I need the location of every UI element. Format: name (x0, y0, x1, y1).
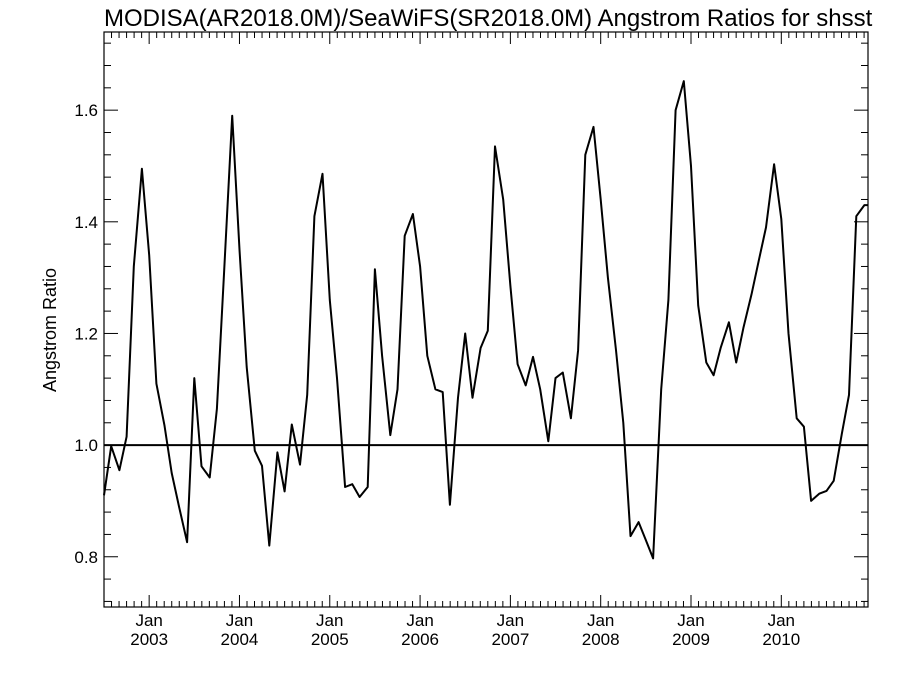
y-tick-label: 1.2 (74, 324, 98, 343)
y-axis-label: Angstrom Ratio (40, 268, 60, 392)
x-tick-label-month: Jan (226, 611, 253, 630)
plot-frame (103, 31, 869, 608)
x-tick-label-month: Jan (497, 611, 524, 630)
x-tick-label-year: 2010 (762, 630, 800, 649)
x-tick-label-month: Jan (316, 611, 343, 630)
x-tick-label-year: 2003 (130, 630, 168, 649)
y-tick-label: 1.6 (74, 101, 98, 120)
series-line (103, 80, 868, 560)
x-tick-label-year: 2008 (582, 630, 620, 649)
x-tick-label-year: 2009 (672, 630, 710, 649)
x-tick-label-year: 2005 (311, 630, 349, 649)
x-tick-label-year: 2004 (221, 630, 259, 649)
x-tick-label-month: Jan (135, 611, 162, 630)
x-tick-label-month: Jan (587, 611, 614, 630)
chart-title: MODISA(AR2018.0M)/SeaWiFS(SR2018.0M) Ang… (104, 5, 873, 32)
x-tick-label-month: Jan (406, 611, 433, 630)
plot-area: 0.81.01.21.41.6Jan2003Jan2004Jan2005Jan2… (74, 31, 869, 649)
x-tick-label-month: Jan (677, 611, 704, 630)
x-tick-label-year: 2007 (491, 630, 529, 649)
x-tick-label-month: Jan (768, 611, 795, 630)
y-tick-label: 1.4 (74, 213, 98, 232)
y-tick-label: 0.8 (74, 548, 98, 567)
y-tick-label: 1.0 (74, 436, 98, 455)
x-tick-label-year: 2006 (401, 630, 439, 649)
